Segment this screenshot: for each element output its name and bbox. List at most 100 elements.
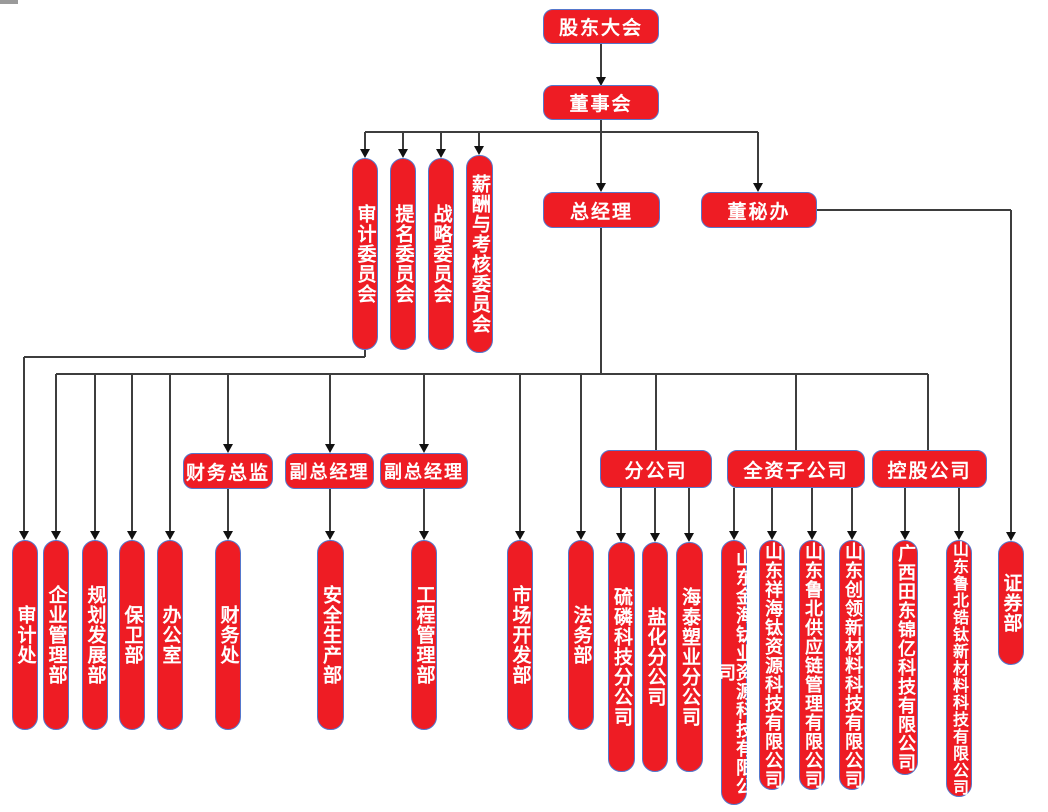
org-node-label: 广西田东锦亿科技有限公司 bbox=[895, 543, 916, 772]
connector-line bbox=[1010, 210, 1012, 536]
arrow-down-icon bbox=[684, 533, 694, 542]
connector-line bbox=[329, 489, 331, 535]
org-node-label: 山东金海钛业资源科技有限公司 bbox=[715, 549, 754, 796]
arrow-down-icon bbox=[767, 531, 777, 540]
arrow-down-icon bbox=[900, 531, 910, 540]
org-node-general-office: 办公室 bbox=[157, 540, 183, 730]
arrow-down-icon bbox=[360, 149, 370, 158]
arrow-down-icon bbox=[729, 531, 739, 540]
org-node-market-development-dept: 市场开发部 bbox=[507, 540, 533, 730]
org-node-label: 山东创领新材料科技有限公司 bbox=[842, 541, 863, 789]
org-node-label: 盐化分公司 bbox=[644, 607, 667, 707]
connector-line bbox=[94, 374, 96, 534]
org-node-label: 企业管理部 bbox=[45, 585, 68, 685]
org-node-label: 薪酬与考核委员会 bbox=[469, 174, 491, 334]
org-node-jinhai-titanium-resources: 山东金海钛业资源科技有限公司 bbox=[715, 540, 754, 805]
connector-line bbox=[600, 120, 602, 132]
arrow-down-icon bbox=[223, 531, 233, 540]
connector-line bbox=[478, 132, 480, 149]
org-node-security-dept: 保卫部 bbox=[119, 540, 145, 730]
connector-line bbox=[131, 374, 133, 534]
arrow-down-icon bbox=[419, 531, 429, 540]
arrow-down-icon bbox=[474, 146, 484, 155]
org-node-guangxi-tiandong-jinyi: 广西田东锦亿科技有限公司 bbox=[892, 540, 918, 775]
org-node-salt-chemical-branch: 盐化分公司 bbox=[642, 542, 668, 772]
org-node-label: 审计委员会 bbox=[354, 204, 377, 304]
org-node-label: 提名委员会 bbox=[392, 204, 415, 304]
connector-line bbox=[688, 488, 690, 537]
arrow-down-icon bbox=[616, 533, 626, 542]
org-node-deputy-general-manager-2: 副总经理 bbox=[380, 453, 468, 489]
connector-line bbox=[600, 132, 602, 186]
connector-line bbox=[795, 374, 797, 450]
org-node-label: 分公司 bbox=[624, 459, 688, 482]
org-node-label: 保卫部 bbox=[121, 605, 144, 665]
arrow-down-icon bbox=[596, 183, 606, 192]
org-node-cfo: 财务总监 bbox=[183, 453, 273, 489]
connector-line bbox=[851, 488, 853, 535]
org-node-label: 副总经理 bbox=[289, 462, 370, 483]
connector-line bbox=[927, 374, 929, 450]
connector-line bbox=[580, 374, 582, 534]
connector-line bbox=[423, 489, 425, 535]
org-node-label: 工程管理部 bbox=[413, 585, 436, 685]
connector-line bbox=[620, 488, 622, 537]
org-node-wholly-owned-subsidiaries: 全资子公司 bbox=[727, 450, 865, 488]
org-node-board-secretary-office: 董秘办 bbox=[701, 192, 817, 228]
arrow-down-icon bbox=[847, 531, 857, 540]
arrow-down-icon bbox=[325, 531, 335, 540]
org-node-enterprise-management-dept: 企业管理部 bbox=[43, 540, 69, 730]
org-node-strategy-committee: 战略委员会 bbox=[428, 158, 454, 350]
connector-line bbox=[169, 374, 171, 534]
org-node-xianghai-titanium-resources: 山东祥海钛资源科技有限公司 bbox=[759, 540, 785, 790]
connector-line bbox=[904, 488, 906, 535]
org-node-shareholders-meeting: 股东大会 bbox=[543, 9, 659, 44]
connector-line bbox=[402, 132, 404, 152]
org-node-legal-dept: 法务部 bbox=[568, 540, 594, 730]
arrow-down-icon bbox=[51, 531, 61, 540]
org-node-lubei-supply-chain: 山东鲁北供应链管理有限公司 bbox=[799, 540, 825, 790]
connector-line bbox=[423, 374, 425, 448]
org-node-label: 山东祥海钛资源科技有限公司 bbox=[762, 541, 783, 789]
arrow-down-icon bbox=[19, 531, 29, 540]
org-node-safety-production-dept: 安全生产部 bbox=[317, 540, 344, 730]
org-node-chuangling-new-material: 山东创领新材料科技有限公司 bbox=[839, 540, 865, 790]
org-node-remuneration-appraisal-committee: 薪酬与考核委员会 bbox=[466, 155, 493, 353]
connector-line bbox=[227, 489, 229, 535]
org-node-audit-office: 审计处 bbox=[12, 540, 38, 730]
org-node-label: 证券部 bbox=[1000, 573, 1023, 633]
connector-line bbox=[440, 132, 442, 152]
org-node-audit-committee: 审计委员会 bbox=[352, 158, 378, 350]
org-node-label: 海泰塑业分公司 bbox=[679, 587, 701, 727]
org-node-deputy-general-manager-1: 副总经理 bbox=[285, 453, 374, 489]
connector-line bbox=[23, 357, 25, 534]
connector-line bbox=[365, 131, 758, 133]
connector-line bbox=[771, 488, 773, 535]
arrow-down-icon bbox=[954, 531, 964, 540]
org-node-label: 办公室 bbox=[159, 605, 182, 665]
connector-line bbox=[733, 488, 735, 535]
org-node-holding-companies: 控股公司 bbox=[872, 450, 987, 488]
connector-line bbox=[519, 374, 521, 534]
arrow-down-icon bbox=[576, 531, 586, 540]
connector-line bbox=[24, 356, 365, 358]
connector-line bbox=[227, 374, 229, 448]
connector-line bbox=[600, 228, 602, 374]
arrow-down-icon bbox=[223, 444, 233, 453]
org-node-label: 总经理 bbox=[569, 200, 633, 223]
org-node-label: 山东鲁北供应链管理有限公司 bbox=[802, 541, 823, 789]
arrow-down-icon bbox=[398, 149, 408, 158]
arrow-down-icon bbox=[165, 531, 175, 540]
arrow-down-icon bbox=[1006, 532, 1016, 541]
arrow-down-icon bbox=[436, 149, 446, 158]
connector-line bbox=[958, 488, 960, 535]
org-node-label: 财务总监 bbox=[185, 461, 270, 484]
connector-line bbox=[654, 488, 656, 537]
org-node-nomination-committee: 提名委员会 bbox=[390, 158, 416, 350]
arrow-down-icon bbox=[419, 444, 429, 453]
connector-line bbox=[600, 44, 602, 80]
arrow-down-icon bbox=[127, 531, 137, 540]
org-node-lubei-zirconium-titanium: 山东鲁北锆钛新材料科技有限公司 bbox=[946, 540, 972, 797]
org-node-board-of-directors: 董事会 bbox=[543, 85, 659, 120]
